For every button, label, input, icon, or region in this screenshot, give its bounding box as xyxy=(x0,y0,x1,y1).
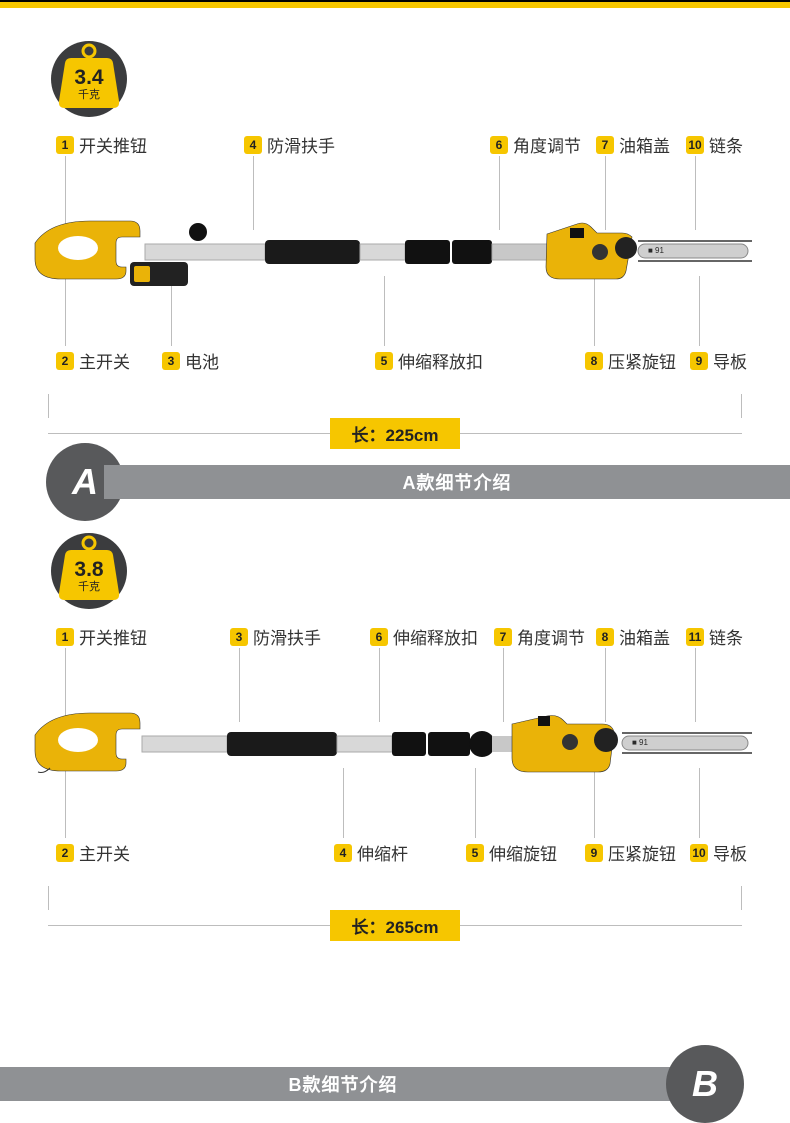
callouts-b: 1开关推钮 3防滑扶手 6伸缩释放扣 7角度调节 8油箱盖 11链条 2主开关 4伸缩杆 5伸… xyxy=(0,510,790,1070)
length-dim-a: 长：225cm xyxy=(48,418,742,448)
header-b: B款细节介绍 B xyxy=(0,1066,790,1102)
product-image-b: ■ 91 xyxy=(30,710,760,780)
header-a: A A款细节介绍 xyxy=(0,464,790,500)
section-a: 3.4 千克 1开关推钮4防滑扶手6角度调节7油箱盖10链条 2主开关3电池5伸… xyxy=(0,8,790,528)
svg-text:■ 91: ■ 91 xyxy=(632,738,649,747)
callout-3: 3防滑扶手 xyxy=(230,624,321,649)
callout-6: 6伸缩释放扣 xyxy=(370,624,478,649)
callout-1: 1开关推钮 xyxy=(56,132,147,157)
length-box-b: 长：265cm xyxy=(330,910,461,941)
top-bar xyxy=(0,0,790,8)
length-dim-b: 长：265cm xyxy=(48,910,742,940)
callout-6: 6角度调节 xyxy=(490,132,581,157)
callout-4: 4防滑扶手 xyxy=(244,132,335,157)
callout-7: 7角度调节 xyxy=(494,624,585,649)
callout-4: 4伸缩杆 xyxy=(334,840,408,865)
callout-10: 10导板 xyxy=(690,840,747,865)
callout-5: 5伸缩释放扣 xyxy=(375,348,483,373)
svg-text:■ 91: ■ 91 xyxy=(648,246,665,255)
callout-1: 1开关推钮 xyxy=(56,624,147,649)
product-image-a: ■ 91 xyxy=(30,218,760,288)
callout-8: 8油箱盖 xyxy=(596,624,670,649)
callout-8: 8压紧旋钮 xyxy=(585,348,676,373)
callout-11: 11链条 xyxy=(686,624,743,649)
callout-9: 9压紧旋钮 xyxy=(585,840,676,865)
badge-a-letter: A xyxy=(72,461,98,503)
badge-b: B xyxy=(666,1045,744,1123)
callout-9: 9导板 xyxy=(690,348,747,373)
callout-2: 2主开关 xyxy=(56,348,130,373)
header-a-text: A款细节介绍 xyxy=(403,469,512,495)
callout-5: 5伸缩旋钮 xyxy=(466,840,557,865)
badge-b-letter: B xyxy=(692,1063,718,1105)
callout-2: 2主开关 xyxy=(56,840,130,865)
header-b-text: B款细节介绍 xyxy=(289,1071,398,1097)
callout-3: 3电池 xyxy=(162,348,219,373)
callout-10: 10链条 xyxy=(686,132,743,157)
section-b: 3.8 千克 1开关推钮3防滑扶手6伸缩释放扣7角度调节8油箱盖11链条 2主开… xyxy=(0,510,790,1070)
callout-7: 7油箱盖 xyxy=(596,132,670,157)
length-box-a: 长：225cm xyxy=(330,418,461,449)
